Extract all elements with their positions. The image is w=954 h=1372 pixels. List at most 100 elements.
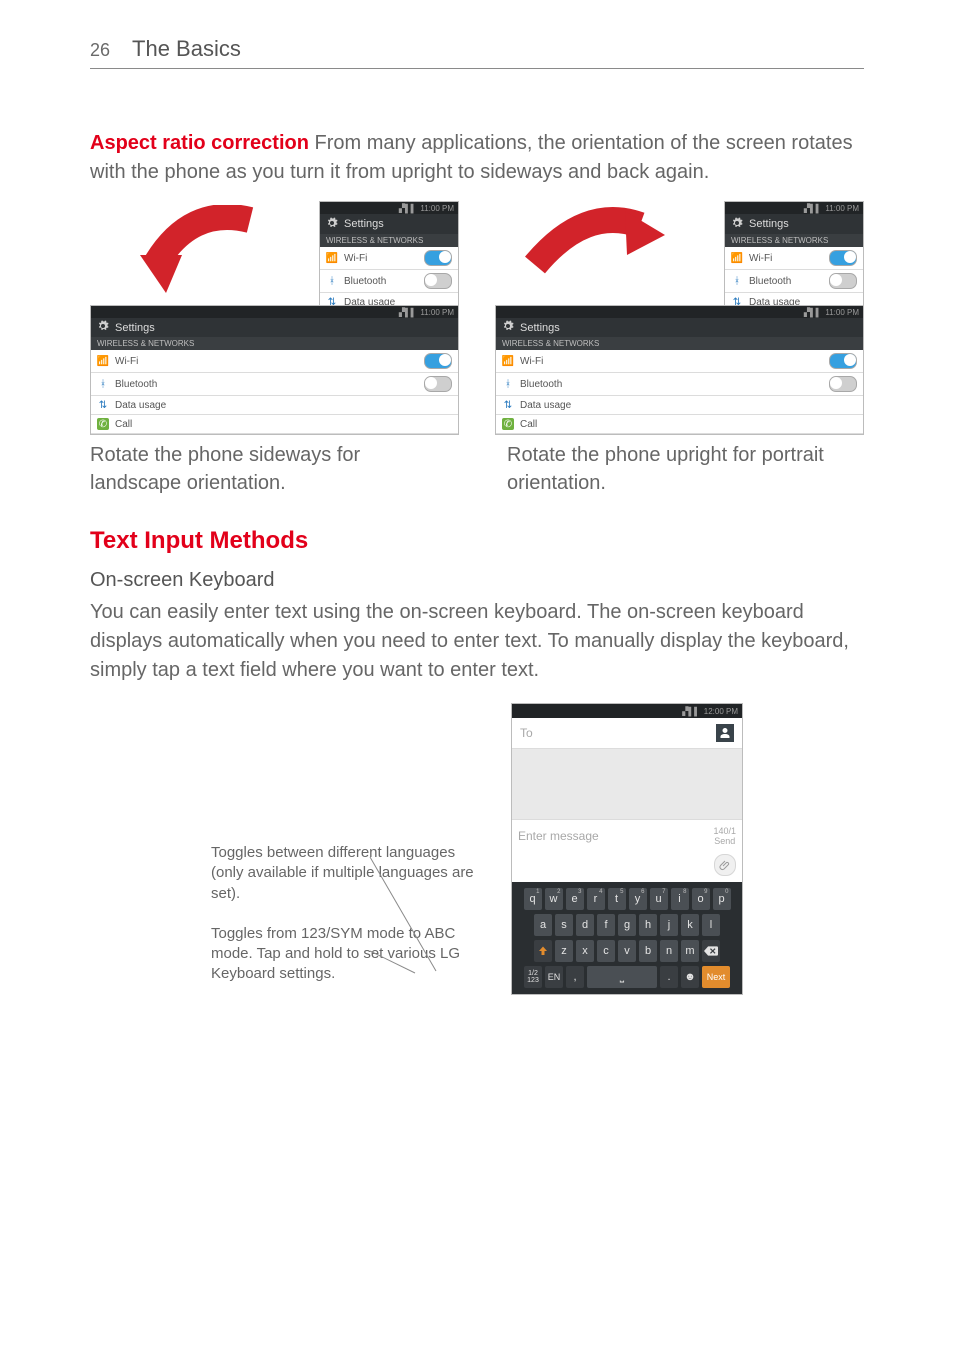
sect-wireless: WIRELESS & NETWORKS xyxy=(725,234,863,247)
wifi-toggle[interactable] xyxy=(829,250,857,266)
signal-icon: ▞▌▌ xyxy=(804,204,822,213)
key-v[interactable]: v xyxy=(618,940,636,962)
to-field-row[interactable]: To xyxy=(512,718,742,749)
call-row[interactable]: ✆ Call xyxy=(91,415,458,434)
key-f[interactable]: f xyxy=(597,914,615,936)
status-time: 11:00 PM xyxy=(420,308,454,317)
key-y[interactable]: y6 xyxy=(629,888,647,910)
key-u[interactable]: u7 xyxy=(650,888,668,910)
char-count: 140/1 xyxy=(713,826,736,836)
wifi-row[interactable]: 📶 Wi-Fi xyxy=(496,350,863,373)
callout-mode: Toggles from 123/SYM mode to ABC mode. T… xyxy=(211,924,491,985)
key-l[interactable]: l xyxy=(702,914,720,936)
key-a[interactable]: a xyxy=(534,914,552,936)
keyboard-figure: Toggles between different languages (onl… xyxy=(90,703,864,1005)
wifi-icon: 📶 xyxy=(97,355,109,367)
key-e[interactable]: e3 xyxy=(566,888,584,910)
wifi-icon: 📶 xyxy=(326,252,338,264)
shift-key[interactable] xyxy=(534,940,552,962)
settings-title: Settings xyxy=(115,322,155,334)
bluetooth-toggle[interactable] xyxy=(424,273,452,289)
wifi-label: Wi-Fi xyxy=(344,253,424,264)
bluetooth-toggle[interactable] xyxy=(424,376,452,392)
wifi-row[interactable]: 📶 Wi-Fi xyxy=(320,247,458,270)
key-b[interactable]: b xyxy=(639,940,657,962)
keyboard-callouts: Toggles between different languages (onl… xyxy=(211,843,491,1005)
bluetooth-row[interactable]: ᚼ Bluetooth xyxy=(91,373,458,396)
call-label: Call xyxy=(115,419,452,430)
key-x[interactable]: x xyxy=(576,940,594,962)
bluetooth-row[interactable]: ᚼ Bluetooth xyxy=(725,270,863,293)
wifi-row[interactable]: 📶 Wi-Fi xyxy=(725,247,863,270)
key-t[interactable]: t5 xyxy=(608,888,626,910)
on-screen-keyboard[interactable]: q1w2e3r4t5y6u7i8o9p0 asdfghjkl zxcvbnm 1… xyxy=(512,882,742,994)
key-h[interactable]: h xyxy=(639,914,657,936)
space-key[interactable]: ⎵ xyxy=(587,966,657,988)
data-label: Data usage xyxy=(520,400,857,411)
page-number: 26 xyxy=(90,40,110,61)
comma-key[interactable]: , xyxy=(566,966,584,988)
lang-key[interactable]: EN xyxy=(545,966,563,988)
wifi-toggle[interactable] xyxy=(829,353,857,369)
key-p[interactable]: p0 xyxy=(713,888,731,910)
bluetooth-toggle[interactable] xyxy=(829,273,857,289)
bluetooth-label: Bluetooth xyxy=(344,276,424,287)
portrait-figure: ▞▌▌ 11:00 PM Settings WIRELESS & NETWORK… xyxy=(495,205,864,435)
text-input-heading: Text Input Methods xyxy=(90,527,864,555)
enter-message-row[interactable]: Enter message 140/1 Send xyxy=(512,819,742,852)
bluetooth-toggle[interactable] xyxy=(829,376,857,392)
key-w[interactable]: w2 xyxy=(545,888,563,910)
key-z[interactable]: z xyxy=(555,940,573,962)
settings-title-bar: Settings xyxy=(320,214,458,234)
key-j[interactable]: j xyxy=(660,914,678,936)
status-time: 11:00 PM xyxy=(825,204,859,213)
key-i[interactable]: i8 xyxy=(671,888,689,910)
message-body xyxy=(512,749,742,819)
call-label: Call xyxy=(520,419,857,430)
key-o[interactable]: o9 xyxy=(692,888,710,910)
key-row-3: zxcvbnm xyxy=(516,940,738,962)
sect-wireless: WIRELESS & NETWORKS xyxy=(496,337,863,350)
next-key[interactable]: Next xyxy=(702,966,730,988)
key-k[interactable]: k xyxy=(681,914,699,936)
sect-wireless: WIRELESS & NETWORKS xyxy=(91,337,458,350)
settings-title: Settings xyxy=(344,218,384,230)
wifi-row[interactable]: 📶 Wi-Fi xyxy=(91,350,458,373)
landscape-caption: Rotate the phone sideways for landscape … xyxy=(90,441,447,497)
call-icon: ✆ xyxy=(502,418,514,430)
key-d[interactable]: d xyxy=(576,914,594,936)
wifi-toggle[interactable] xyxy=(424,250,452,266)
key-q[interactable]: q1 xyxy=(524,888,542,910)
period-key[interactable]: . xyxy=(660,966,678,988)
wifi-icon: 📶 xyxy=(502,355,514,367)
backspace-key[interactable] xyxy=(702,940,720,962)
page-header: 26 The Basics xyxy=(90,36,864,69)
bluetooth-row[interactable]: ᚼ Bluetooth xyxy=(320,270,458,293)
onscreen-keyboard-subheading: On-screen Keyboard xyxy=(90,569,864,592)
status-bar: ▞▌▌ 11:00 PM xyxy=(496,306,863,318)
wifi-toggle[interactable] xyxy=(424,353,452,369)
bluetooth-icon: ᚼ xyxy=(502,378,514,390)
key-g[interactable]: g xyxy=(618,914,636,936)
bluetooth-row[interactable]: ᚼ Bluetooth xyxy=(496,373,863,396)
call-row[interactable]: ✆ Call xyxy=(496,415,863,434)
send-column[interactable]: 140/1 Send xyxy=(713,826,736,846)
key-row-1: q1w2e3r4t5y6u7i8o9p0 xyxy=(516,888,738,910)
data-row[interactable]: ⇅ Data usage xyxy=(496,396,863,415)
key-c[interactable]: c xyxy=(597,940,615,962)
wifi-label: Wi-Fi xyxy=(749,253,829,264)
section-title: The Basics xyxy=(132,36,241,62)
key-n[interactable]: n xyxy=(660,940,678,962)
bluetooth-label: Bluetooth xyxy=(749,276,829,287)
attach-icon[interactable] xyxy=(714,854,736,876)
signal-icon: ▞▌▌ xyxy=(682,707,700,716)
sym-key[interactable]: 1/2123 xyxy=(524,966,542,988)
key-r[interactable]: r4 xyxy=(587,888,605,910)
key-row-2: asdfghjkl xyxy=(516,914,738,936)
data-row[interactable]: ⇅ Data usage xyxy=(91,396,458,415)
contact-icon[interactable] xyxy=(716,724,734,742)
key-s[interactable]: s xyxy=(555,914,573,936)
emoji-key[interactable]: ☻ xyxy=(681,966,699,988)
key-m[interactable]: m xyxy=(681,940,699,962)
intro-paragraph: Aspect ratio correction From many applic… xyxy=(90,129,864,187)
